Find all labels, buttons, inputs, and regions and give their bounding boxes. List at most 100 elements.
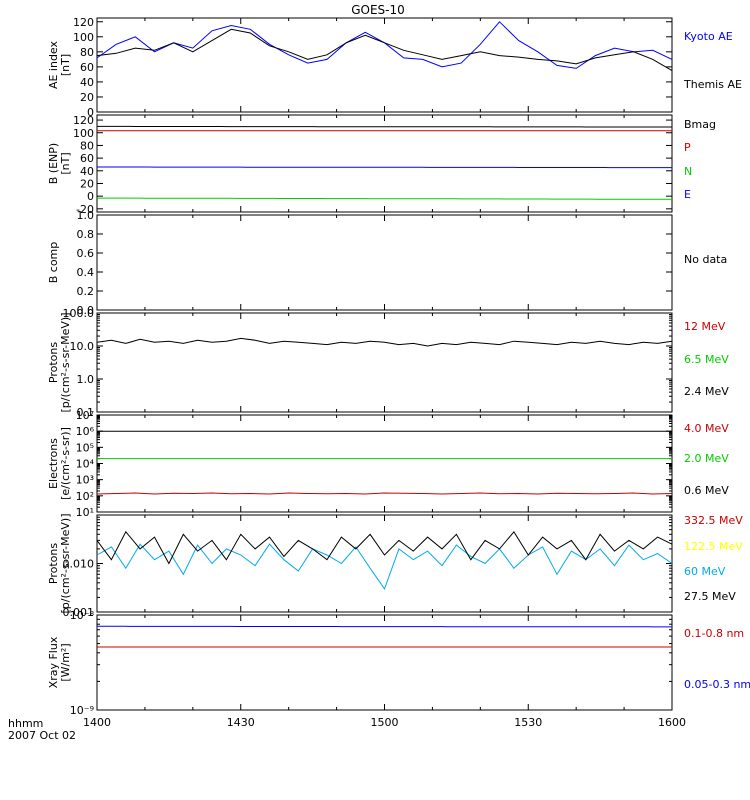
series-line — [96, 543, 673, 590]
panel-electrons: 10¹ 10² 10³ 10⁴ 10⁵ 10⁶ 10⁷ Electrons [e/(cm²-s-… — [47, 409, 729, 519]
y-tick-label: 10⁻⁹ — [70, 704, 94, 717]
legend-entry: P — [684, 141, 691, 154]
y-tick-label: 40 — [80, 165, 94, 178]
y-tick-label: 0 — [87, 190, 94, 203]
panel-frame — [96, 114, 673, 213]
series-line — [97, 166, 672, 169]
y-tick-label: 0.4 — [77, 266, 95, 279]
figure-title: GOES-10 — [351, 3, 405, 17]
legend-entry: 6.5 MeV — [684, 353, 729, 366]
y-tick-label: 60 — [80, 152, 94, 165]
y-tick-label: 10⁵ — [76, 441, 94, 454]
y-axis-unit: [nT] — [59, 152, 72, 174]
legend-entry: 27.5 MeV — [684, 590, 736, 603]
y-tick-label: 0.2 — [77, 285, 95, 298]
y-tick-label: 1.0 — [77, 209, 95, 222]
legend-entry: 60 MeV — [684, 565, 726, 578]
y-axis-unit: [p/(cm²-s-sr-MeV)] — [59, 514, 72, 614]
y-axis-label: B (ENP) — [47, 143, 60, 184]
y-tick-label: 80 — [80, 46, 94, 59]
legend-entry: 12 MeV — [684, 320, 726, 333]
legend-entry: 332.5 MeV — [684, 514, 743, 527]
y-tick-label: 0 — [87, 106, 94, 119]
y-tick-label: 0.8 — [77, 228, 95, 241]
y-tick-label: 0.1 — [77, 406, 95, 419]
panel-frame — [96, 414, 673, 513]
y-tick-label: 40 — [80, 76, 94, 89]
x-tick-label: 1600 — [658, 716, 686, 729]
y-tick-label: 10³ — [76, 474, 94, 487]
y-tick-label: 1.0 — [77, 373, 95, 386]
y-tick-label: 10⁻⁸ — [70, 609, 95, 622]
legend-entry: E — [684, 188, 691, 201]
y-tick-label: 10¹ — [76, 506, 94, 519]
panel-frame — [96, 312, 673, 413]
y-axis-label: Protons — [47, 342, 60, 383]
series-line — [96, 530, 673, 565]
series-line — [96, 337, 673, 347]
y-tick-label: 120 — [73, 114, 94, 127]
y-tick-label: 60 — [80, 61, 94, 74]
y-tick-label: 10⁷ — [76, 409, 94, 422]
y-tick-label: -20 — [76, 203, 94, 216]
y-axis-label: Electrons — [47, 438, 60, 489]
x-tick-label: 1400 — [83, 716, 111, 729]
y-axis-unit: [nT] — [59, 54, 72, 76]
y-axis-unit: [W/m²] — [59, 643, 72, 681]
x-tick-label: 1530 — [514, 716, 542, 729]
y-axis-label: Xray Flux — [47, 636, 60, 688]
y-tick-label: 0.010 — [63, 558, 95, 571]
panel-ae: 0 20 40 60 80 100 120 AE index [nT] Kyoto AE Themi… — [47, 16, 742, 119]
panel-b_comp: 0.0 0.2 0.4 0.6 0.8 1.0 B comp No data — [47, 209, 727, 317]
y-tick-label: 10⁶ — [76, 425, 95, 438]
y-axis-label: Protons — [47, 543, 60, 584]
x-tick-label: 1430 — [227, 716, 255, 729]
y-axis-label: B comp — [47, 242, 60, 284]
x-axis-label-date: 2007 Oct 02 — [8, 729, 76, 742]
legend-entry: N — [684, 165, 692, 178]
panel-protons_low: 0.1 1.0 10.0 100.0 Protons [p/(cm²-s-sr-MeV)]… — [47, 307, 729, 419]
series-line — [97, 197, 672, 200]
series-line — [96, 492, 673, 495]
x-tick-label: 1500 — [371, 716, 399, 729]
y-tick-label: 100 — [73, 31, 94, 44]
legend-entry: 4.0 MeV — [684, 422, 729, 435]
panel-frame — [96, 614, 673, 711]
legend-entry: 122.5 MeV — [684, 540, 743, 553]
legend-entry: 0.6 MeV — [684, 484, 729, 497]
y-tick-label: 20 — [80, 177, 94, 190]
legend-entry: 0.1-0.8 nm — [684, 627, 744, 640]
legend-entry: 2.4 MeV — [684, 385, 729, 398]
y-tick-label: 100 — [73, 127, 94, 140]
legend-entry: 2.0 MeV — [684, 452, 729, 465]
panel-xray: 10⁻⁹ 10⁻⁸ Xray Flux [W/m²] 0.1-0.8 nm 0.05-0.… — [47, 609, 750, 717]
series-line — [97, 125, 672, 128]
y-tick-label: 0.0 — [77, 304, 95, 317]
legend-entry: Themis AE — [683, 78, 742, 91]
legend-entry: Bmag — [684, 118, 716, 131]
y-tick-label: 10² — [76, 490, 94, 503]
y-tick-label: 0.001 — [63, 606, 95, 619]
y-tick-label: 10⁴ — [76, 458, 95, 471]
y-axis-unit: [p/(cm²-s-sr-MeV)] — [59, 313, 72, 413]
y-tick-label: 10.0 — [70, 340, 95, 353]
y-tick-label: 20 — [80, 91, 94, 104]
y-axis-unit: [e/(cm²-s-sr)] — [59, 427, 72, 500]
legend-entry: Kyoto AE — [684, 30, 733, 43]
panel-frame — [96, 214, 673, 311]
x-axis-label-hhmm: hhmm — [8, 717, 43, 730]
y-tick-label: 120 — [73, 16, 94, 29]
panel-frame — [96, 17, 673, 113]
series-line — [96, 28, 673, 72]
y-axis-label: AE index — [47, 40, 60, 89]
series-line — [97, 625, 672, 628]
y-tick-label: 100.0 — [63, 307, 95, 320]
panel-frame — [96, 514, 673, 613]
y-tick-label: 80 — [80, 139, 94, 152]
y-tick-label: 0.6 — [77, 247, 95, 260]
no-data-note: No data — [684, 253, 727, 266]
